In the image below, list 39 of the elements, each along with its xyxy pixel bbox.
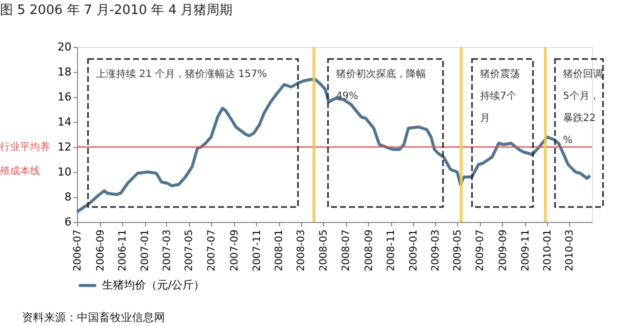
x-tick-label: 2006-07 [72,230,84,272]
x-tick-label: 2007-07 [206,230,218,272]
y-tick-label: 10 [58,166,72,178]
chart-title: 图 5 2006 年 7 月-2010 年 4 月猪周期 [0,3,233,18]
text: 行业平均养殖成本线 [0,142,50,177]
x-tick-label: 2008-07 [341,230,352,272]
x-tick-label: 2008-11 [386,230,398,272]
annotation: 猪价震荡持续7个月 [480,68,520,124]
x-tick-label: 2009-11 [520,230,532,272]
y-tick-label: 14 [58,116,72,128]
x-tick-label: 2009-05 [452,230,464,272]
x-tick-label: 2007-05 [184,230,196,272]
x-tick-label: 2006-11 [118,230,129,272]
x-tick-label: 2010-01 [542,230,554,272]
x-tick-label: 2007-11 [252,230,263,272]
annotation: 上涨持续 21 个月，猪价涨幅达 157% [96,68,267,80]
x-tick-label: 2009-09 [498,230,509,272]
x-tick-label: 2008-03 [296,230,308,272]
y-tick-label: 16 [58,90,72,104]
x-tick-label: 2008-09 [364,230,375,272]
x-tick-label: 2007-01 [140,230,152,272]
y-tick-label: 18 [58,66,72,78]
y-tick-label: 20 [58,40,72,54]
y-tick-label: 6 [64,216,72,228]
y-tick-label: 12 [58,140,72,154]
annotation: 猪价回调5个月，暴跌22% [563,68,603,146]
legend-label: 生猪均价（元/公斤） [102,278,205,292]
text: 资料来源：中国畜牧业信息网 [22,311,165,324]
annotation: 猪价初次探底，降幅49% [336,68,426,102]
x-tick-label: 2009-03 [430,230,442,272]
x-tick-label: 2006-09 [95,230,106,272]
x-tick-label: 2009-07 [475,230,486,272]
x-tick-label: 2008-05 [318,230,330,272]
x-tick-label: 2008-01 [274,230,286,272]
x-tick-label: 2009-01 [408,230,420,272]
x-tick-label: 2007-09 [229,230,240,272]
x-tick-label: 2007-03 [162,230,173,272]
y-tick-label: 8 [64,190,72,204]
x-tick-label: 2010-03 [564,230,576,272]
